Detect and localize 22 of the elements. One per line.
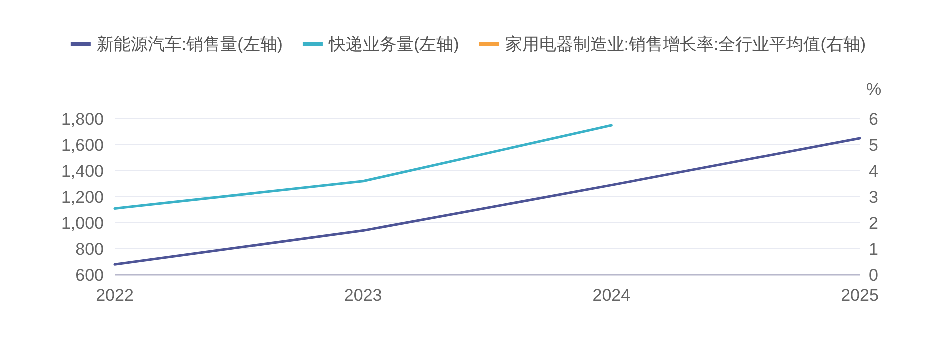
y2-tick-label: 6 [869,110,878,129]
y2-tick-label: 5 [869,136,878,155]
y-tick-label: 1,800 [61,110,104,129]
x-tick-label: 2024 [592,286,631,305]
y-tick-label: 600 [76,266,104,285]
y2-tick-label: 3 [869,188,878,207]
y-tick-label: 1,200 [61,188,104,207]
legend-label: 家用电器制造业:销售增长率:全行业平均值(右轴) [505,35,866,54]
legend-label: 新能源汽车:销售量(左轴) [96,35,283,54]
y-tick-label: 1,000 [61,214,104,233]
y-tick-label: 1,400 [61,162,104,181]
y-tick-label: 800 [76,240,104,259]
legend-label: 快递业务量(左轴) [328,35,460,54]
x-tick-label: 2022 [96,286,134,305]
y-tick-label: 1,600 [61,136,104,155]
y2-axis-title: % [866,80,882,99]
x-tick-label: 2023 [344,286,382,305]
y2-tick-label: 4 [869,162,878,181]
y2-tick-label: 2 [869,214,878,233]
y2-tick-label: 0 [869,266,878,285]
y2-tick-label: 1 [869,240,878,259]
x-tick-label: 2025 [841,286,879,305]
